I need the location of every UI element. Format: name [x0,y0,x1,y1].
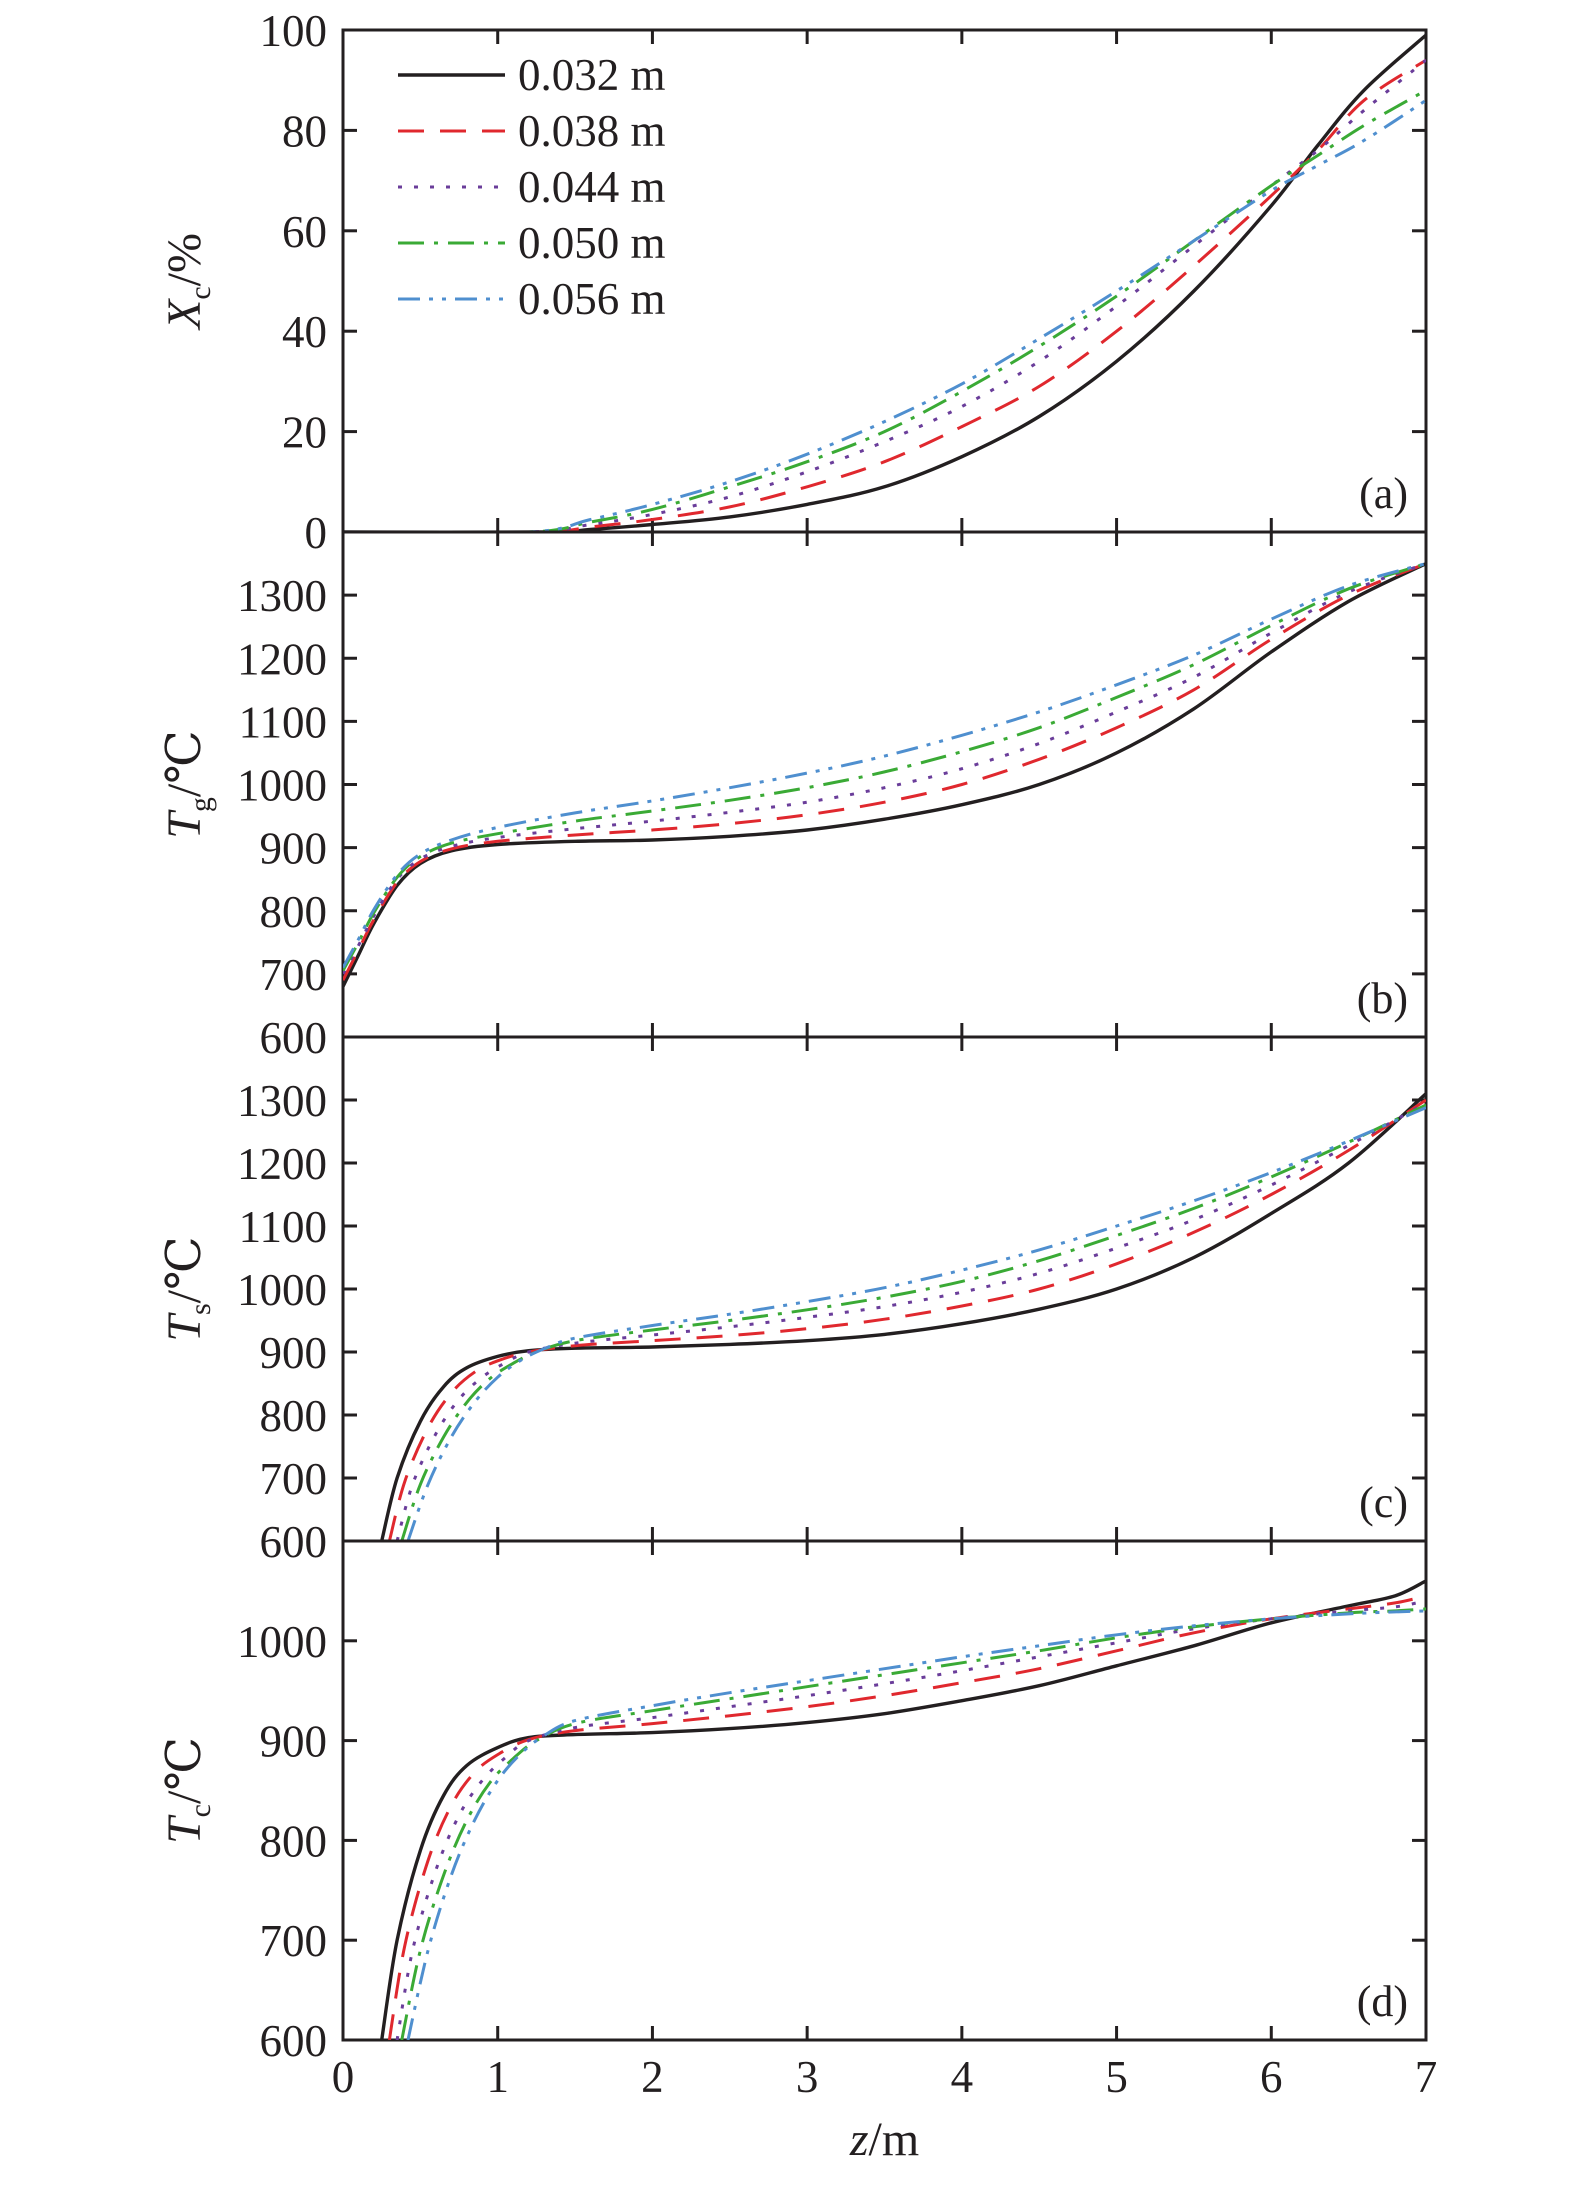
y-axis-label: Ts/℃ [158,1236,217,1341]
y-tick-label: 700 [260,1454,328,1504]
y-tick-label: 100 [260,6,328,56]
panel-b: 600 700 800 900 1000 1100 1200 1300 Tg/℃ (b) [158,530,1428,1063]
y-tick-label: 800 [260,1391,328,1441]
y-tick-label: 600 [260,1517,328,1567]
series-line-0-056-m [406,1106,1426,1541]
series-line-0-050-m [343,88,1426,532]
y-tick-label: 1000 [237,1617,327,1667]
x-tick-label: 6 [1260,2052,1283,2102]
legend-label: 0.044 m [518,162,666,212]
y-axis-label: Tc/℃ [158,1737,217,1844]
series-line-0-050-m [400,1607,1426,2040]
y-tick-label: 1300 [237,571,327,621]
panel-d-frame [341,1539,1428,2042]
panel-tag: (a) [1359,469,1408,518]
y-tick-label: 80 [282,106,327,156]
y-tick-label: 1300 [237,1076,327,1126]
series-line-0-056-m [406,1609,1426,2040]
x-tick-label: 1 [486,2052,509,2102]
panel-a: 0 20 40 60 80 100 Xc/% (a) [158,6,1428,558]
series-line-0-038-m [387,1098,1426,1541]
legend: 0.032 m 0.038 m 0.044 m 0.050 m 0.056 m [398,50,666,324]
panel-c: 600 700 800 900 1000 1100 1200 1300 Ts/℃ (c) [158,1035,1428,1567]
y-tick-label: 0 [305,508,328,558]
series-line-0-038-m [343,58,1426,532]
panel-d: 600 700 800 900 1000 Tc/℃ (d) [158,1539,1428,2066]
y-tick-label: 20 [282,408,327,458]
series-line-0-050-m [400,1103,1426,1541]
y-tick-label: 40 [282,307,327,357]
y-tick-label: 900 [260,824,328,874]
y-tick-label: 1100 [239,697,327,747]
series-line-0-032-m [343,33,1426,532]
x-tick-label: 2 [641,2052,664,2102]
x-tick-label: 3 [796,2052,819,2102]
y-tick-label: 900 [260,1717,328,1767]
panel-tag: (b) [1357,974,1408,1023]
y-tick-label: 600 [260,2016,328,2066]
series-line-0-056-m [343,99,1426,532]
y-tick-label: 900 [260,1328,328,1378]
y-tick-label: 1000 [237,761,327,811]
series-line-0-044-m [343,562,1426,975]
y-tick-label: 700 [260,950,328,1000]
panel-tag: (d) [1357,1977,1408,2026]
legend-label: 0.056 m [518,274,666,324]
y-axis-label: Xc/% [158,233,217,331]
y-tick-label: 1200 [237,634,327,684]
x-axis-label: z/m [849,2113,919,2166]
panel-tag: (c) [1359,1478,1408,1527]
series-line-0-032-m [343,562,1426,988]
series-line-0-038-m [387,1594,1426,2040]
y-tick-label: 60 [282,207,327,257]
x-tick-label: 0 [332,2052,355,2102]
legend-label: 0.050 m [518,218,666,268]
y-tick-label: 1200 [237,1139,327,1189]
legend-label: 0.032 m [518,50,666,100]
y-tick-label: 800 [260,1816,328,1866]
panel-b-frame [341,530,1428,1039]
series-line-0-044-m [395,1101,1426,1541]
series-line-0-044-m [395,1599,1426,2040]
series-line-0-032-m [380,1579,1426,2040]
x-tick-label: 5 [1105,2052,1128,2102]
y-tick-label: 800 [260,887,328,937]
series-line-0-050-m [343,562,1426,972]
series-line-0-056-m [343,562,1426,969]
panel-a-frame [341,28,1428,534]
y-axis-label: Tg/℃ [158,730,217,839]
legend-label: 0.038 m [518,106,666,156]
y-tick-label: 1000 [237,1265,327,1315]
x-tick-label: 4 [951,2052,974,2102]
y-tick-label: 700 [260,1916,328,1966]
y-tick-label: 1100 [239,1202,327,1252]
series-line-0-032-m [380,1092,1426,1541]
x-tick-label: 7 [1415,2052,1438,2102]
y-tick-label: 600 [260,1013,328,1063]
